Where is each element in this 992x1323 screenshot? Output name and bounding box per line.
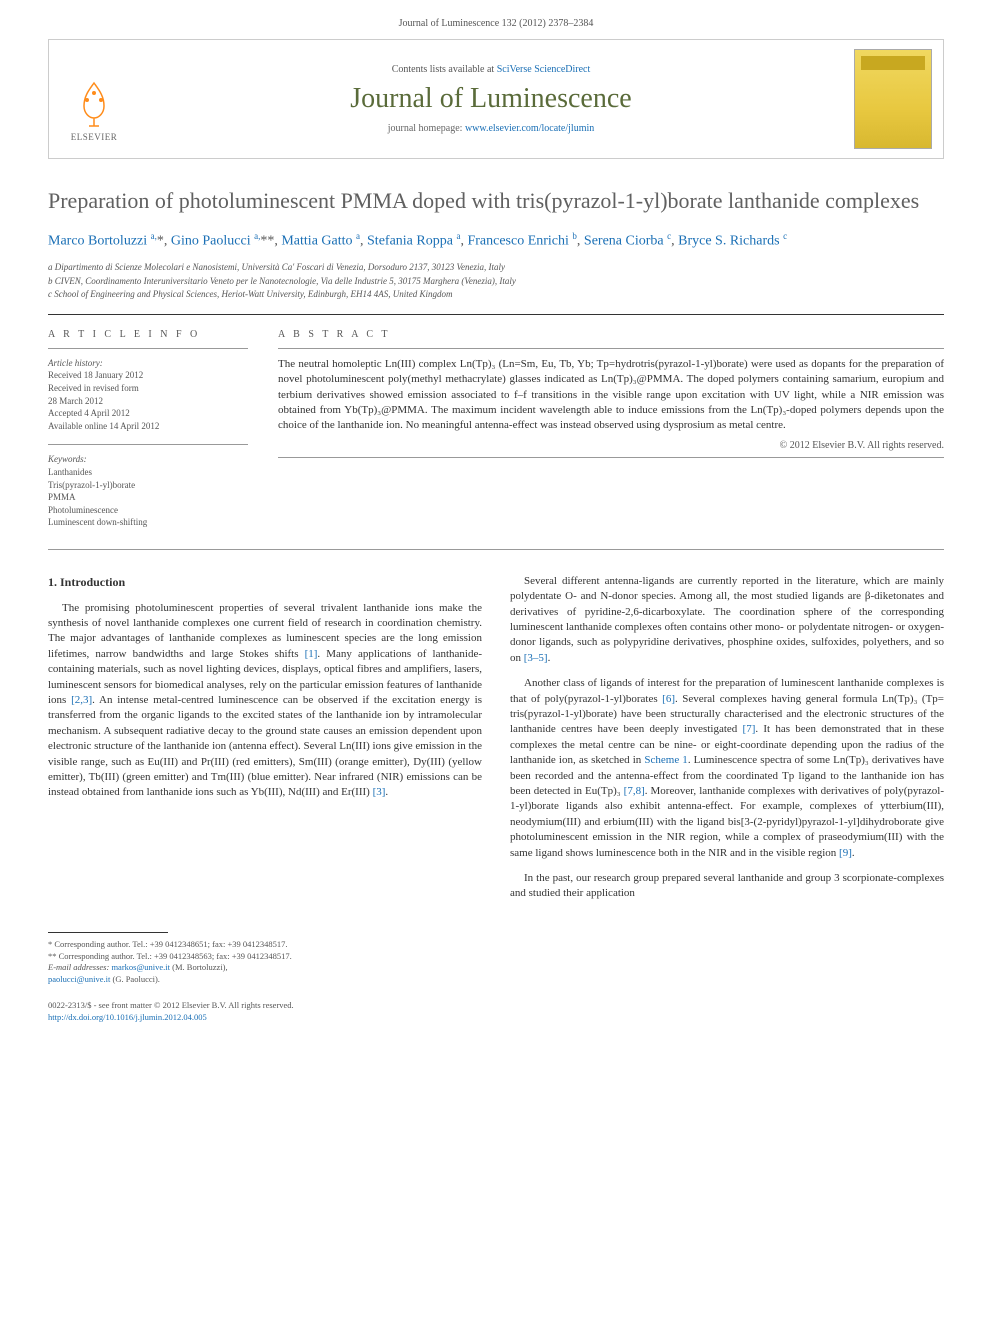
email-link[interactable]: markos@unive.it (111, 962, 170, 972)
column-right: Several different antenna-ligands are cu… (510, 574, 944, 912)
citation-link[interactable]: [3–5] (524, 652, 548, 664)
divider (278, 457, 944, 458)
citation-link[interactable]: [6] (662, 693, 675, 705)
affiliation: a Dipartimento di Scienze Molecolari e N… (48, 261, 944, 275)
journal-title: Journal of Luminescence (139, 83, 843, 115)
issn-line: 0022-2313/$ - see front matter © 2012 El… (48, 1000, 468, 1012)
abstract-heading: A B S T R A C T (278, 329, 944, 340)
history-line: Received in revised form (48, 382, 248, 395)
keywords-block: Keywords: Lanthanides Tris(pyrazol-1-yl)… (48, 453, 248, 529)
citation-link[interactable]: [7] (743, 723, 756, 735)
body-paragraph: Another class of ligands of interest for… (510, 676, 944, 861)
article-history: Article history: Received 18 January 201… (48, 357, 248, 433)
citation-link[interactable]: [7,8] (624, 785, 645, 797)
doi-block: 0022-2313/$ - see front matter © 2012 El… (48, 1000, 468, 1024)
info-abstract-row: A R T I C L E I N F O Article history: R… (48, 329, 944, 529)
footnotes-divider (48, 932, 168, 933)
author-list: Marco Bortoluzzi a,*, Gino Paolucci a,**… (48, 230, 944, 252)
contents-available-line: Contents lists available at SciVerse Sci… (139, 64, 843, 75)
divider (48, 314, 944, 315)
divider (48, 549, 944, 550)
email-name: (M. Bortoluzzi), (170, 962, 228, 972)
abstract-copyright: © 2012 Elsevier B.V. All rights reserved… (278, 440, 944, 451)
author-link[interactable]: Marco Bortoluzzi (48, 233, 147, 248)
citation-link[interactable]: [1] (305, 648, 318, 660)
affiliations: a Dipartimento di Scienze Molecolari e N… (48, 261, 944, 302)
contents-prefix: Contents lists available at (392, 64, 497, 75)
keywords-label: Keywords: (48, 453, 248, 466)
corresponding-author-note: ** Corresponding author. Tel.: +39 04123… (48, 951, 468, 963)
publisher-name: ELSEVIER (71, 132, 118, 142)
journal-cover-thumbnail[interactable] (854, 49, 932, 149)
author-link[interactable]: Francesco Enrichi (467, 233, 568, 248)
keyword: Lanthanides (48, 466, 248, 479)
banner-center: Contents lists available at SciVerse Sci… (139, 40, 843, 158)
author-link[interactable]: Bryce S. Richards (678, 233, 779, 248)
homepage-line: journal homepage: www.elsevier.com/locat… (139, 123, 843, 134)
doi-link[interactable]: http://dx.doi.org/10.1016/j.jlumin.2012.… (48, 1012, 207, 1022)
corresponding-author-note: * Corresponding author. Tel.: +39 041234… (48, 939, 468, 951)
email-label: E-mail addresses: (48, 962, 111, 972)
citation-link[interactable]: [3] (373, 786, 386, 798)
divider (48, 444, 248, 445)
divider (278, 348, 944, 349)
body-paragraph: Several different antenna-ligands are cu… (510, 574, 944, 666)
page-citation: Journal of Luminescence 132 (2012) 2378–… (0, 0, 992, 39)
article-title: Preparation of photoluminescent PMMA dop… (48, 187, 944, 216)
keyword: Photoluminescence (48, 504, 248, 517)
homepage-link[interactable]: www.elsevier.com/locate/jlumin (465, 123, 594, 134)
section-heading: 1. Introduction (48, 574, 482, 591)
history-line: 28 March 2012 (48, 395, 248, 408)
homepage-prefix: journal homepage: (388, 123, 465, 134)
keyword: Luminescent down-shifting (48, 516, 248, 529)
article-info: A R T I C L E I N F O Article history: R… (48, 329, 248, 529)
affiliation: b CIVEN, Coordinamento Interuniversitari… (48, 275, 944, 289)
history-label: Article history: (48, 357, 248, 370)
email-link[interactable]: paolucci@unive.it (48, 974, 110, 984)
sciencedirect-link[interactable]: SciVerse ScienceDirect (497, 64, 591, 75)
journal-banner: ELSEVIER Contents lists available at Sci… (48, 39, 944, 159)
citation-link[interactable]: [9] (839, 847, 852, 859)
email-name: (G. Paolucci). (110, 974, 160, 984)
abstract-block: A B S T R A C T The neutral homoleptic L… (278, 329, 944, 529)
publisher-logo-block: ELSEVIER (49, 40, 139, 158)
body-columns: 1. Introduction The promising photolumin… (48, 574, 944, 912)
elsevier-tree-icon (69, 78, 119, 128)
elsevier-logo[interactable]: ELSEVIER (59, 70, 129, 150)
history-line: Received 18 January 2012 (48, 369, 248, 382)
keyword: Tris(pyrazol-1-yl)borate (48, 479, 248, 492)
author-link[interactable]: Gino Paolucci (171, 233, 251, 248)
affiliation: c School of Engineering and Physical Sci… (48, 288, 944, 302)
cover-thumbnail-block (843, 40, 943, 158)
history-line: Accepted 4 April 2012 (48, 407, 248, 420)
author-link[interactable]: Mattia Gatto (281, 233, 352, 248)
email-line: paolucci@unive.it (G. Paolucci). (48, 974, 468, 986)
abstract-text: The neutral homoleptic Ln(III) complex L… (278, 357, 944, 434)
article-info-heading: A R T I C L E I N F O (48, 329, 248, 340)
footnotes: * Corresponding author. Tel.: +39 041234… (48, 939, 468, 987)
email-line: E-mail addresses: markos@unive.it (M. Bo… (48, 962, 468, 974)
citation-link[interactable]: [2,3] (71, 694, 92, 706)
history-line: Available online 14 April 2012 (48, 420, 248, 433)
body-paragraph: The promising photoluminescent propertie… (48, 601, 482, 801)
divider (48, 348, 248, 349)
scheme-link[interactable]: Scheme 1 (644, 754, 687, 766)
author-link[interactable]: Stefania Roppa (367, 233, 453, 248)
author-link[interactable]: Serena Ciorba (584, 233, 664, 248)
body-paragraph: In the past, our research group prepared… (510, 871, 944, 902)
keyword: PMMA (48, 491, 248, 504)
column-left: 1. Introduction The promising photolumin… (48, 574, 482, 912)
